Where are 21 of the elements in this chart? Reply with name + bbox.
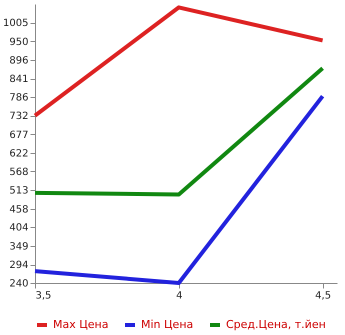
y-tick-label: 622 [9, 148, 28, 160]
y-tick-label: 786 [9, 92, 28, 104]
y-tick-label: 896 [9, 55, 28, 66]
y-tick-label: 458 [9, 204, 28, 216]
y-tick-label: 240 [9, 278, 28, 290]
y-tick-label: 349 [9, 241, 28, 252]
y-tick-label: 841 [9, 74, 28, 86]
legend-label: Сред.Цена, т.йен [226, 318, 326, 331]
y-tick-label: 732 [9, 111, 28, 122]
y-tick-label: 404 [9, 222, 28, 234]
y-tick-label: 950 [9, 36, 28, 48]
x-tick-label: 4 [176, 290, 182, 302]
y-tick-label: 1005 [3, 18, 28, 30]
legend-label: Max Цена [53, 318, 108, 331]
y-tick-label: 568 [9, 166, 28, 178]
y-tick-label: 513 [9, 186, 28, 197]
x-tick-label: 4,5 [315, 290, 332, 302]
legend-label: Min Цена [141, 318, 194, 331]
y-tick-label: 677 [9, 130, 28, 141]
x-tick-label: 3,5 [36, 290, 52, 302]
y-tick-label: 294 [9, 260, 28, 272]
